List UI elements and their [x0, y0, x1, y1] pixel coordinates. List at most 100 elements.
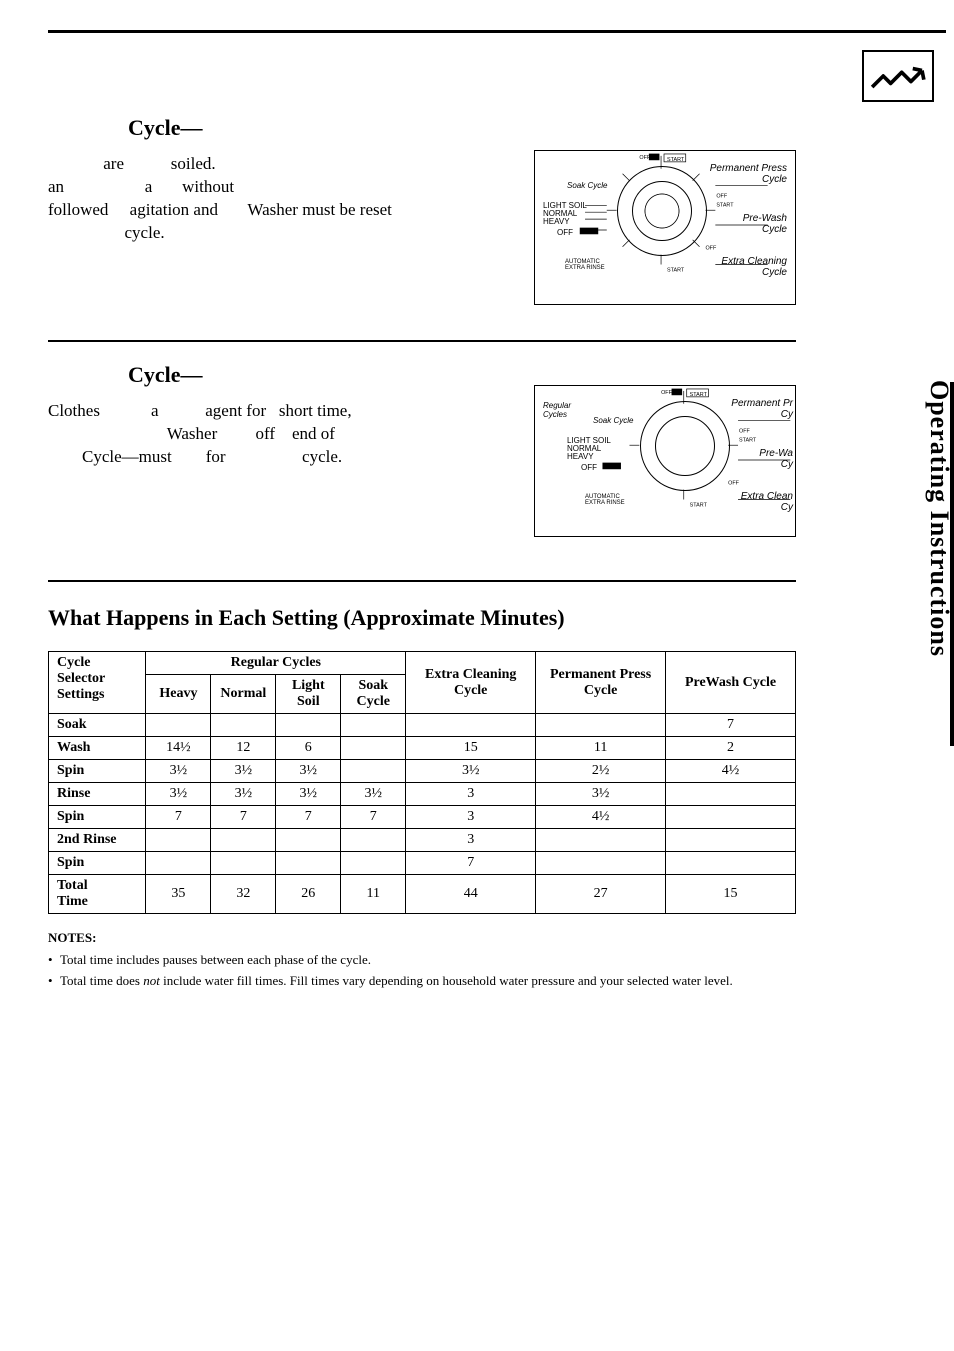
table-cell: [536, 852, 666, 875]
d2-off: OFF: [581, 463, 597, 472]
d1-pw: Pre-Wash Cycle: [743, 213, 787, 235]
svg-text:START: START: [667, 267, 685, 273]
d1-off: OFF: [557, 228, 573, 237]
table-cell: [211, 829, 276, 852]
table-cell: [666, 806, 796, 829]
table-cell: [666, 783, 796, 806]
table-cell: 7: [406, 852, 536, 875]
page-top-rule: [48, 30, 946, 33]
table-cell: 3½: [406, 760, 536, 783]
d2-pp: Permanent Pr Cy: [731, 398, 793, 420]
body2-l3: Cycle—must for cycle.: [48, 447, 342, 466]
row-label: Spin: [49, 852, 146, 875]
table-cell: [211, 852, 276, 875]
d2-ec: Extra Clean Cy: [741, 491, 793, 513]
table-body: Soak7Wash14½12615112Spin3½3½3½3½2½4½Rins…: [49, 714, 796, 914]
body1-l2: an a without: [48, 177, 234, 196]
d1-heavy: HEAVY: [543, 217, 570, 226]
table-title: What Happens in Each Setting (Approximat…: [48, 605, 796, 631]
table-cell: 3½: [341, 783, 406, 806]
table-cell: [666, 829, 796, 852]
row-label: 2nd Rinse: [49, 829, 146, 852]
notes-title: NOTES:: [48, 930, 796, 946]
svg-text:START: START: [739, 437, 757, 443]
th-cycle: Cycle Selector Settings: [49, 652, 146, 714]
row-label: Spin: [49, 760, 146, 783]
th-extra: Extra Cleaning Cycle: [406, 652, 536, 714]
table-cell: [276, 714, 341, 737]
table-cell: 32: [211, 875, 276, 914]
table-row: Wash14½12615112: [49, 737, 796, 760]
section-body-1: are soiled. an a without followed agitat…: [48, 153, 448, 245]
d1-ec: Extra Cleaning Cycle: [721, 256, 787, 278]
table-cell: [341, 829, 406, 852]
table-cell: [276, 852, 341, 875]
table-cell: [536, 829, 666, 852]
body1-l1: are soiled.: [48, 154, 216, 173]
side-tab: Operating Instructions: [924, 380, 954, 657]
dial-diagram-1: OFF START OFF START OFF START Soak Cycle…: [534, 150, 796, 305]
table-cell: [536, 714, 666, 737]
table-row: Spin 7: [49, 852, 796, 875]
table-row: 2nd Rinse3: [49, 829, 796, 852]
svg-text:OFF: OFF: [661, 390, 673, 396]
table-cell: 44: [406, 875, 536, 914]
table-row: Total Time35322611442715: [49, 875, 796, 914]
table-row: Rinse3½3½3½3½33½: [49, 783, 796, 806]
table-cell: 3½: [536, 783, 666, 806]
table-cell: 4½: [666, 760, 796, 783]
table-cell: [146, 714, 211, 737]
body2-l2: Washer off end of: [48, 424, 335, 443]
table-cell: 15: [406, 737, 536, 760]
table-cell: 7: [341, 806, 406, 829]
table-cell: 3½: [276, 760, 341, 783]
table-cell: [146, 829, 211, 852]
table-cell: 3½: [211, 783, 276, 806]
table-cell: 2½: [536, 760, 666, 783]
svg-text:OFF: OFF: [728, 481, 740, 487]
svg-text:OFF: OFF: [739, 428, 751, 434]
section-title-1: Cycle—: [128, 115, 796, 141]
table-cell: [666, 852, 796, 875]
notes-list: Total time includes pauses between each …: [48, 952, 796, 990]
table-cell: 7: [666, 714, 796, 737]
table-cell: 6: [276, 737, 341, 760]
svg-text:OFF: OFF: [639, 155, 651, 161]
d2-heavy: HEAVY: [567, 452, 594, 461]
section-table: What Happens in Each Setting (Approximat…: [48, 605, 796, 994]
d2-auto: AUTOMATIC EXTRA RINSE: [585, 494, 625, 506]
table-cell: 4½: [536, 806, 666, 829]
section-rule-1: [48, 340, 796, 342]
d1-soak: Soak Cycle: [567, 181, 607, 190]
table-cell: 7: [211, 806, 276, 829]
cycles-table: Cycle Selector Settings Regular Cycles E…: [48, 651, 796, 914]
d2-pw: Pre-Wa Cy: [759, 448, 793, 470]
note-item: Total time does not include water fill t…: [48, 973, 796, 990]
table-row: Spin3½3½3½3½2½4½: [49, 760, 796, 783]
table-cell: [211, 714, 276, 737]
table-cell: 3½: [146, 783, 211, 806]
svg-text:OFF: OFF: [716, 193, 728, 199]
table-cell: [341, 737, 406, 760]
row-label: Total Time: [49, 875, 146, 914]
table-cell: [341, 852, 406, 875]
row-label: Wash: [49, 737, 146, 760]
d2-soak: Soak Cycle: [593, 416, 633, 425]
svg-text:START: START: [690, 502, 708, 508]
svg-text:START: START: [690, 392, 708, 398]
table-cell: [146, 852, 211, 875]
body1-l4: cycle.: [48, 223, 165, 242]
row-label: Rinse: [49, 783, 146, 806]
body2-l1: Clothes a agent for short time,: [48, 401, 352, 420]
table-cell: 3: [406, 806, 536, 829]
row-label: Spin: [49, 806, 146, 829]
table-cell: 15: [666, 875, 796, 914]
table-row: Spin777734½: [49, 806, 796, 829]
manual-icon: [862, 50, 934, 102]
section-body-2: Clothes a agent for short time, Washer o…: [48, 400, 438, 469]
d2-reg: Regular Cycles: [543, 401, 571, 419]
table-cell: 11: [536, 737, 666, 760]
table-cell: 26: [276, 875, 341, 914]
th-heavy: Heavy: [146, 675, 211, 714]
table-row: Soak7: [49, 714, 796, 737]
